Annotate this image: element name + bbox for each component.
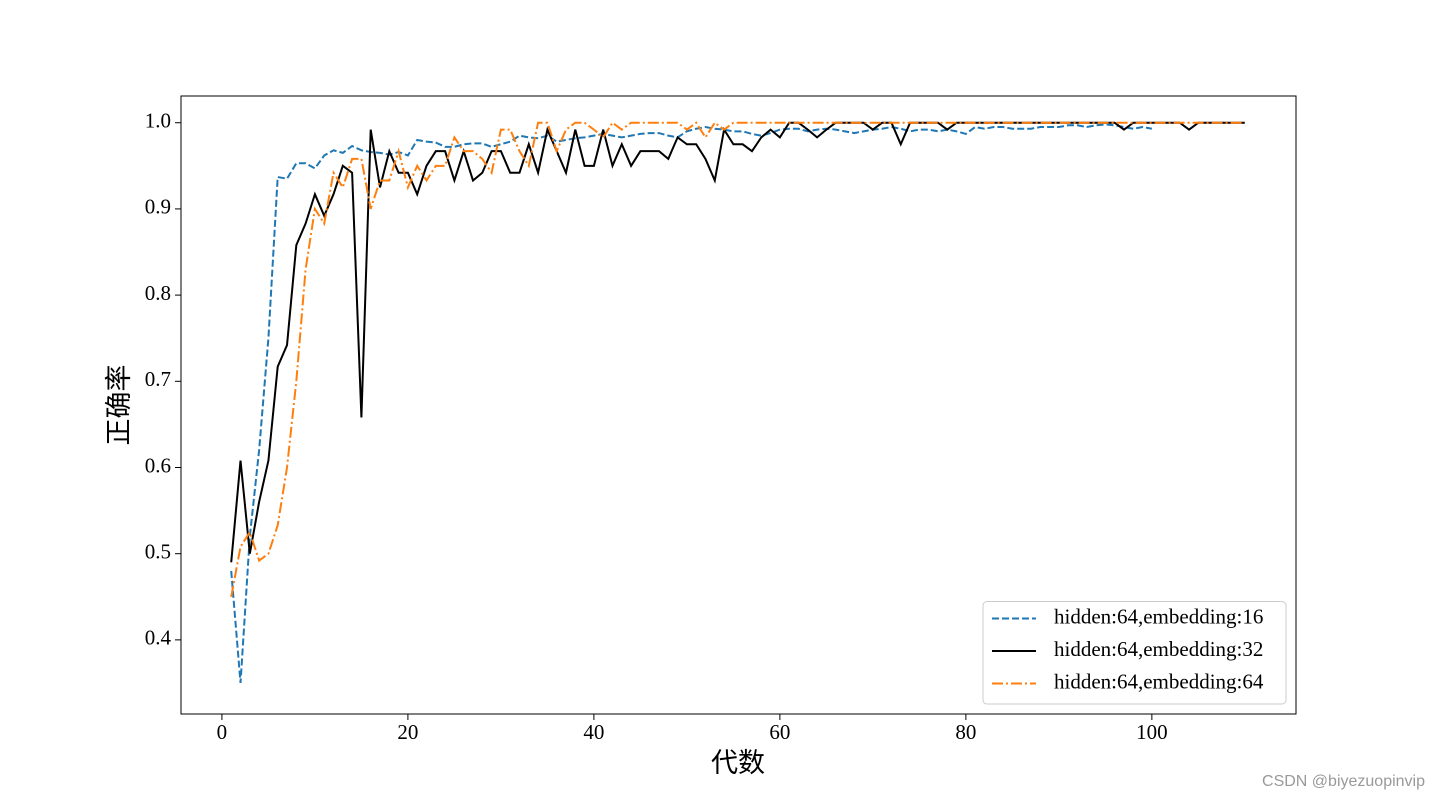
x-tick-label: 60 <box>769 720 790 744</box>
x-tick-label: 0 <box>217 720 228 744</box>
series-line <box>230 121 1245 563</box>
y-tick-label: 0.4 <box>145 626 172 650</box>
y-tick-label: 0.6 <box>145 453 171 477</box>
x-tick-label: 40 <box>583 720 604 744</box>
watermark: CSDN @biyezuopinvip <box>1262 773 1425 790</box>
y-tick-label: 1.0 <box>145 109 171 133</box>
x-tick-label: 100 <box>1136 720 1168 744</box>
x-tick-label: 80 <box>955 720 976 744</box>
y-axis-label: 正确率 <box>104 365 134 446</box>
plot-frame <box>180 95 1297 715</box>
y-tick-label: 0.7 <box>145 367 171 391</box>
legend-label: hidden:64,embedding:64 <box>1054 669 1264 693</box>
series-line <box>230 121 1245 597</box>
legend-box <box>982 601 1287 705</box>
x-tick-label: 20 <box>397 720 418 744</box>
legend-label: hidden:64,embedding:32 <box>1054 637 1263 661</box>
y-tick-label: 0.9 <box>145 195 171 219</box>
series-line <box>230 123 1153 684</box>
y-tick-label: 0.5 <box>145 539 171 563</box>
y-tick-label: 0.8 <box>145 281 171 305</box>
legend-label: hidden:64,embedding:16 <box>1054 604 1263 628</box>
x-axis-label: 代数 <box>711 748 765 778</box>
